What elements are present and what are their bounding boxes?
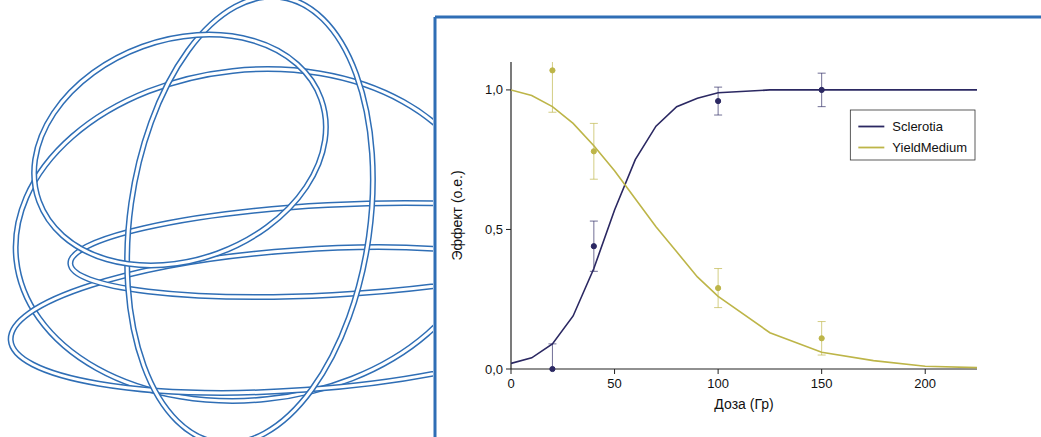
logo-arc (1, 0, 358, 305)
legend-swatch (858, 147, 884, 149)
y-tick-label: 1,0 (485, 82, 503, 97)
legend-swatch (858, 126, 884, 128)
plot-area (511, 62, 977, 369)
chart-root: 0 50 100 150 200 0,0 0,5 1,0 Доза (Гр) Эффект (о.… (0, 0, 1041, 437)
x-tick-label: 100 (707, 376, 729, 391)
point (716, 98, 721, 103)
x-axis (511, 368, 977, 369)
error-cap (714, 115, 722, 116)
logo-arc-inner (1, 0, 358, 305)
x-tick (925, 369, 926, 374)
point (591, 149, 596, 154)
error-cap (590, 221, 598, 222)
legend-label: Sclerotia (892, 119, 943, 134)
logo (0, 0, 433, 437)
point (550, 68, 555, 73)
point (591, 244, 596, 249)
error-cap (818, 73, 826, 74)
legend: Sclerotia YieldMedium (850, 110, 975, 160)
legend-box (850, 110, 975, 160)
logo-arc-inner (100, 0, 400, 437)
panel-border (435, 16, 1041, 19)
point (819, 87, 824, 92)
error-cap (714, 87, 722, 88)
error-cap (590, 179, 598, 180)
x-tick-label: 0 (507, 376, 514, 391)
y-tick (506, 369, 511, 370)
error-bar (552, 344, 553, 369)
x-tick-label: 50 (607, 376, 621, 391)
x-tick (614, 369, 615, 374)
error-cap (590, 271, 598, 272)
fit-curve (511, 90, 977, 368)
y-axis (510, 62, 511, 369)
logo-arc-inner (68, 191, 433, 308)
markers (550, 68, 824, 372)
y-axis-title: Эффект (о.е.) (449, 170, 465, 260)
error-cap (818, 321, 826, 322)
error-cap (714, 307, 722, 308)
error-cap (818, 106, 826, 107)
error-cap (548, 112, 556, 113)
x-tick (821, 369, 822, 374)
x-tick-label: 150 (811, 376, 833, 391)
error-cap (818, 355, 826, 356)
y-tick (506, 229, 511, 230)
logo-arc (100, 0, 400, 437)
y-tick-label: 0,0 (485, 362, 503, 377)
error-cap (590, 123, 598, 124)
x-axis-title: Доза (Гр) (714, 396, 773, 412)
point (716, 285, 721, 290)
y-tick (506, 89, 511, 90)
legend-label: YieldMedium (892, 140, 967, 155)
error-cap (548, 343, 556, 344)
logo-arc (68, 191, 433, 308)
panel-border (434, 17, 437, 437)
error-cap (714, 268, 722, 269)
y-tick-label: 0,5 (485, 222, 503, 237)
x-tick (511, 369, 512, 374)
x-tick (718, 369, 719, 374)
point (550, 366, 555, 371)
x-tick-label: 200 (914, 376, 936, 391)
panel (435, 17, 1041, 437)
point (819, 336, 824, 341)
